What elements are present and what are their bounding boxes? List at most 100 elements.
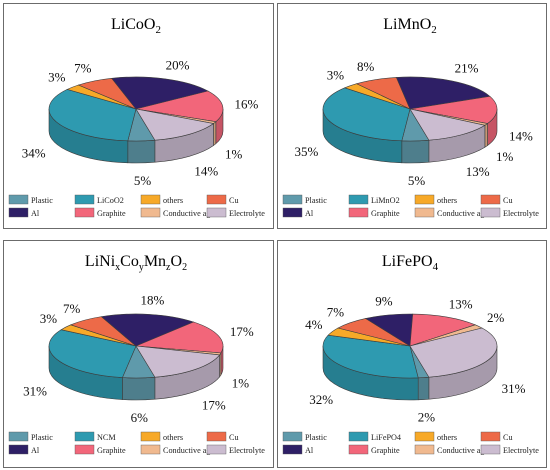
pct-label-limno2: 35%	[295, 144, 319, 159]
pct-label-others: 3%	[40, 311, 58, 326]
legend-swatch-cu	[480, 431, 501, 442]
pct-label-graphite: 14%	[509, 128, 533, 143]
pie-slice-electrolyte	[409, 108, 486, 141]
pie-side-conductive-agent	[484, 122, 488, 148]
pct-label-plastic: 6%	[131, 410, 149, 425]
legend-swatch-cu	[206, 194, 227, 205]
pct-label-ncm: 31%	[23, 384, 47, 399]
legend-label-others: others	[163, 433, 183, 442]
pct-label-conductive-agent: 2%	[487, 310, 505, 325]
legend-label-graphite: Graphite	[371, 209, 400, 218]
legend-swatch-al	[8, 444, 29, 455]
legend-label-licoo2: LiCoO2	[97, 196, 124, 205]
legend-swatch-plastic	[282, 431, 303, 442]
chart-title: LiNixCoyMnzO2	[85, 253, 187, 273]
legend-swatch-electrolyte	[206, 444, 227, 455]
legend-label-al: Al	[31, 446, 40, 455]
legend-label-plastic: Plastic	[31, 196, 53, 205]
legend-label-ncm: NCM	[97, 433, 116, 442]
legend-label-cu: Cu	[229, 433, 239, 442]
legend-label-lifepo4: LiFePO4	[371, 433, 401, 442]
pct-label-al: 21%	[455, 61, 479, 76]
pct-label-electrolyte: 17%	[202, 398, 226, 413]
legend-swatch-plastic	[8, 431, 29, 442]
chart-panel-licoo2: LiCoO2 5% 34% 3% 7% 20% 16% 1% 14% Plastic LiCoO2 o…	[3, 3, 274, 229]
pct-label-cu: 8%	[357, 59, 375, 74]
legend-swatch-conductive-agent	[414, 207, 435, 218]
pct-label-al: 9%	[375, 293, 393, 308]
legend-label-others: others	[437, 196, 457, 205]
pie-chart-svg: LiNixCoyMnzO2 6% 31% 3% 7% 18% 17% 1% 17% Plastic…	[8, 253, 265, 455]
pct-label-others: 3%	[48, 70, 66, 85]
pct-label-licoo2: 34%	[22, 145, 46, 160]
legend-swatch-electrolyte	[480, 444, 501, 455]
pie-slice-limno2	[322, 87, 411, 142]
pie-slice-graphite	[135, 90, 224, 123]
legend-swatch-conductive-agent	[140, 444, 161, 455]
legend-swatch-limno2	[348, 194, 369, 205]
legend-swatch-graphite	[74, 207, 95, 218]
chart-title: LiMnO2	[383, 16, 437, 36]
legend-swatch-plastic	[282, 194, 303, 205]
legend-label-electrolyte: Electrolyte	[503, 446, 539, 455]
chart-title: LiFePO4	[382, 253, 439, 273]
legend-label-others: others	[163, 196, 183, 205]
legend-label-plastic: Plastic	[31, 433, 53, 442]
pct-label-graphite: 13%	[449, 296, 473, 311]
pct-label-plastic: 5%	[134, 173, 152, 188]
legend-swatch-lifepo4	[348, 431, 369, 442]
pct-label-cu: 7%	[74, 61, 92, 76]
legend-swatch-conductive-agent	[414, 444, 435, 455]
pct-label-graphite: 16%	[235, 97, 259, 112]
legend-swatch-graphite	[74, 444, 95, 455]
pct-label-al: 20%	[166, 58, 190, 73]
pie-slice-graphite	[409, 313, 477, 347]
legend-swatch-electrolyte	[480, 207, 501, 218]
chart-panel-ncm: LiNixCoyMnzO2 6% 31% 3% 7% 18% 17% 1% 17% Plastic…	[3, 240, 274, 468]
pie-slice-graphite	[135, 321, 224, 354]
pie-side-plastic	[127, 139, 156, 164]
pie-slice-graphite	[409, 95, 498, 124]
legend-label-graphite: Graphite	[371, 446, 400, 455]
pct-label-lifepo4: 32%	[309, 392, 333, 407]
legend-swatch-cu	[206, 431, 227, 442]
legend-label-al: Al	[305, 209, 314, 218]
pie-slice-electrolyte	[409, 327, 498, 378]
pct-label-graphite: 17%	[230, 324, 254, 339]
legend-swatch-ncm	[74, 431, 95, 442]
legend-label-cu: Cu	[229, 196, 239, 205]
chart-legend: Plastic NCM others Cu Al Graphite Conductive a…	[8, 431, 265, 455]
pct-label-electrolyte: 14%	[194, 163, 218, 178]
pct-label-others: 3%	[327, 67, 345, 82]
pie-side-plastic	[417, 376, 430, 401]
chart-legend: Plastic LiFePO4 others Cu Al Graphite Conducti…	[282, 431, 539, 455]
chart-legend: Plastic LiMnO2 others Cu Al Graphite Conductiv…	[282, 194, 539, 218]
chart-legend: Plastic LiCoO2 others Cu Al Graphite Conductiv…	[8, 194, 265, 218]
pct-label-conductive-agent: 1%	[232, 375, 250, 390]
legend-label-conductive-agent: Conductive agent	[163, 446, 221, 455]
legend-label-electrolyte: Electrolyte	[503, 209, 539, 218]
pie-slice-al	[395, 76, 491, 110]
legend-label-plastic: Plastic	[305, 433, 327, 442]
pie-slice-lifepo4	[322, 334, 419, 379]
legend-label-graphite: Graphite	[97, 209, 126, 218]
legend-swatch-plastic	[8, 194, 29, 205]
legend-swatch-al	[8, 207, 29, 218]
pct-label-cu: 7%	[63, 301, 81, 316]
legend-swatch-cu	[480, 194, 501, 205]
pct-label-conductive-agent: 1%	[225, 147, 243, 162]
pie-chart-svg: LiCoO2 5% 34% 3% 7% 20% 16% 1% 14% Plastic LiCoO2 o…	[8, 16, 265, 218]
pct-label-plastic: 5%	[408, 173, 426, 188]
legend-swatch-others	[140, 431, 161, 442]
legend-label-al: Al	[305, 446, 314, 455]
legend-label-electrolyte: Electrolyte	[229, 209, 265, 218]
pie-side-plastic	[122, 376, 156, 401]
legend-label-cu: Cu	[503, 196, 513, 205]
pct-label-electrolyte: 31%	[502, 381, 526, 396]
legend-label-conductive-agent: Conductive agent	[163, 209, 221, 218]
legend-label-conductive-agent: Conductive agent	[437, 446, 495, 455]
pie-slice-licoo2	[48, 89, 137, 142]
pie-slice-electrolyte	[135, 108, 215, 141]
legend-swatch-others	[414, 194, 435, 205]
legend-swatch-licoo2	[74, 194, 95, 205]
